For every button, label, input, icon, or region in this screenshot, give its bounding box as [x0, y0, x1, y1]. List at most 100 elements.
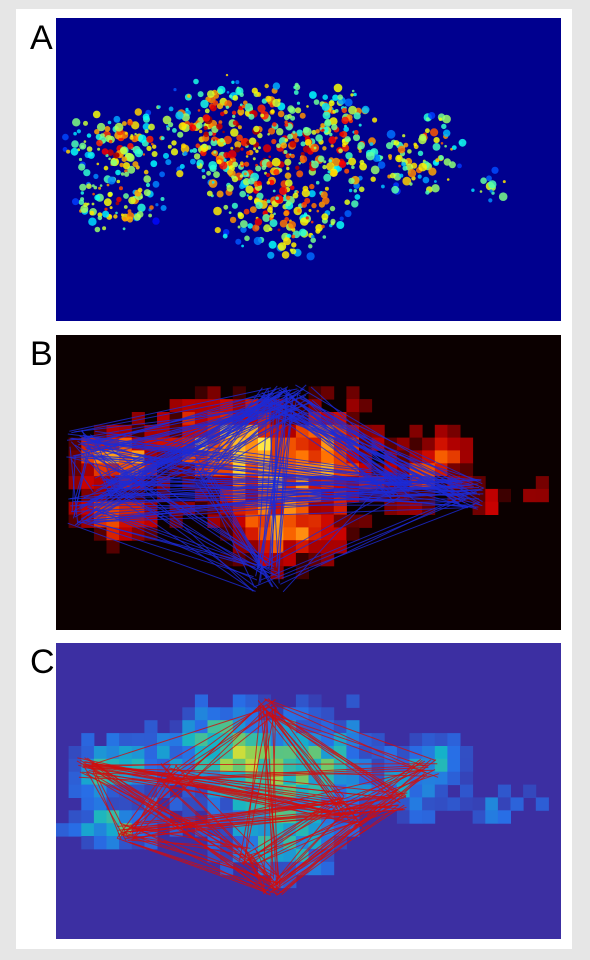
panel-c-connection-line — [91, 767, 239, 849]
panel-a-speckle — [284, 123, 289, 127]
panel-a-speckle — [488, 198, 493, 203]
panel-b-connection-line — [194, 472, 459, 481]
panel-c-connection-line — [162, 782, 277, 891]
panel-b-connection-line — [419, 501, 459, 503]
panel-a-speckle — [126, 153, 135, 162]
panel-a-speckle — [276, 143, 281, 149]
panel-c-cell — [194, 720, 208, 734]
panel-a-speckle — [330, 144, 334, 148]
panel-a-speckle — [486, 175, 492, 182]
panel-a-speckle — [227, 169, 233, 176]
panel-a-speckle — [166, 127, 171, 131]
panel-b-cell — [472, 501, 486, 515]
panel-b-cell — [409, 424, 423, 439]
panel-a-speckle — [101, 148, 109, 155]
panel-c-cell — [182, 733, 196, 747]
panel-a-speckle — [281, 251, 290, 259]
panel-a-speckle — [122, 121, 127, 126]
panel-a-speckle — [299, 155, 308, 163]
panel-c-cell — [422, 733, 436, 747]
panel-c-cell — [144, 733, 158, 747]
panel-c-cell — [346, 746, 360, 760]
panel-b-connection-line — [91, 483, 413, 486]
panel-a-speckle — [232, 114, 236, 119]
panel-a-speckle — [193, 153, 201, 160]
panel-a-speckle — [303, 127, 312, 136]
panel-c-cell — [93, 784, 107, 798]
panel-a-speckle — [287, 133, 293, 140]
panel-c-connection-line — [239, 806, 407, 859]
panel-a-speckle — [419, 133, 427, 141]
panel-b-cell — [485, 488, 499, 503]
panel-b-connection-line — [77, 520, 254, 578]
panel-c-cell — [472, 797, 486, 811]
panel-a-speckle — [222, 233, 228, 239]
panel-c-cell — [384, 758, 398, 773]
panel-a-speckle — [315, 180, 320, 185]
panel-a-speckle — [498, 192, 508, 201]
panel-b-connection-line — [70, 441, 120, 496]
panel-c-cell — [220, 823, 234, 837]
panel-c-cell — [93, 836, 107, 850]
panel-a-speckle — [196, 162, 200, 166]
panel-a-speckle — [353, 112, 361, 120]
panel-a-speckle — [311, 129, 317, 135]
panel-a-speckle — [322, 146, 327, 151]
panel-a-speckle — [321, 213, 329, 221]
panel-a-speckle — [330, 218, 336, 224]
panel-a-speckle — [247, 177, 255, 185]
panel-a-speckle — [159, 171, 165, 178]
panel-a-speckle — [289, 185, 295, 191]
panel-c-cell — [157, 746, 171, 760]
panel-a-speckle — [239, 103, 243, 107]
panel-c-connection-line — [266, 704, 404, 799]
panel-c-connection-line — [135, 717, 271, 826]
panel-a-speckle — [223, 109, 228, 115]
panel-a-speckle — [255, 165, 262, 172]
panel-a-speckle — [379, 155, 384, 160]
panel-a-speckle — [122, 217, 127, 222]
panel-a-speckle — [237, 212, 245, 220]
panel-a-speckle — [94, 194, 101, 201]
panel-a-speckle — [181, 113, 190, 122]
panel-a-speckle — [257, 146, 261, 150]
panel-a-speckle — [324, 186, 329, 191]
panel-b-connection-line — [71, 388, 298, 434]
panel-c-cell — [447, 733, 461, 747]
panel-c-cell — [270, 746, 284, 760]
panel-a-speckle — [491, 166, 499, 174]
panel-c-cell — [81, 784, 95, 798]
panel-b-connection-line — [109, 392, 271, 496]
panel-a-speckle — [311, 160, 319, 169]
panel-a-speckle — [150, 160, 158, 168]
panel-a-speckle — [122, 162, 130, 170]
panel-a-jet-map — [56, 18, 561, 321]
panel-a-speckle — [298, 228, 307, 237]
panel-a-speckle — [83, 169, 91, 177]
panel-a-speckle — [431, 184, 440, 193]
panel-a-speckle — [160, 205, 167, 211]
panel-a-speckle — [123, 193, 129, 199]
panel-a-speckle — [213, 150, 217, 154]
panel-c-cell — [409, 733, 423, 747]
panel-c-cell — [333, 720, 347, 734]
panel-b-cell — [460, 463, 474, 477]
panel-c-cell — [283, 758, 297, 773]
panel-a-speckle — [277, 242, 287, 251]
panel-label-c: C — [30, 643, 55, 681]
panel-a-speckle — [251, 87, 258, 94]
panel-a-speckle — [280, 142, 287, 149]
panel-a-speckle — [276, 128, 284, 136]
panel-c-connection-line — [132, 699, 276, 840]
panel-a-speckle — [236, 134, 243, 142]
panel-c-cell — [283, 848, 297, 863]
panel-c-connection-line — [358, 773, 425, 827]
panel-a-speckle — [365, 151, 375, 161]
panel-c-cell — [207, 848, 221, 863]
panel-b-cell — [207, 386, 221, 400]
panel-c-cell — [497, 784, 511, 798]
panel-a-speckle — [223, 135, 232, 145]
panel-b-connection-line — [111, 493, 254, 592]
panel-c-cell — [194, 707, 208, 721]
panel-c-connection-line — [335, 804, 399, 815]
